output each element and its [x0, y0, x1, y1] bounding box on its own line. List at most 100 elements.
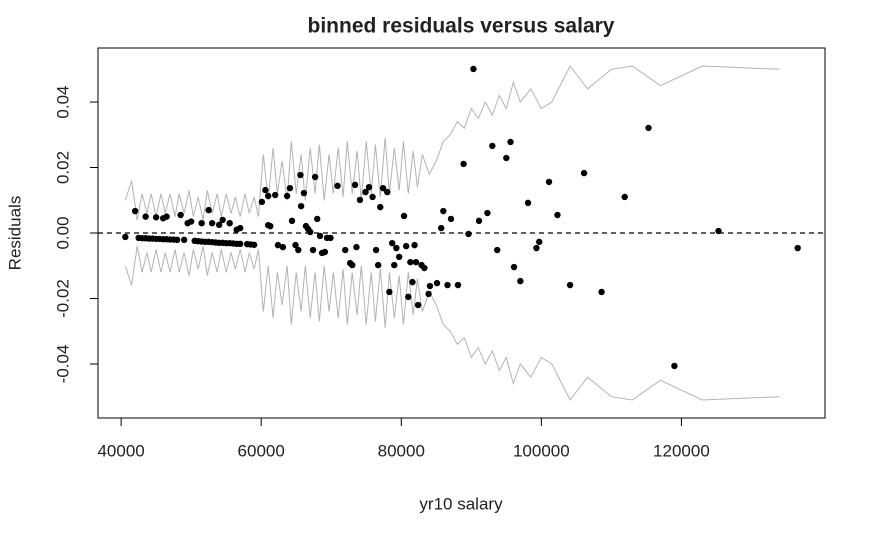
data-point	[173, 236, 181, 244]
data-point	[507, 138, 514, 146]
data-point	[414, 301, 422, 309]
data-point	[351, 181, 359, 189]
data-point	[362, 188, 369, 196]
data-point	[533, 244, 540, 252]
data-point	[402, 242, 410, 250]
data-point	[314, 215, 321, 223]
data-point	[286, 184, 294, 192]
data-point	[411, 241, 418, 249]
data-point	[465, 230, 472, 238]
data-point	[386, 288, 393, 296]
data-point	[262, 186, 269, 194]
data-point	[271, 191, 279, 199]
y-tick-label: -0.04	[53, 345, 72, 384]
data-point	[180, 236, 188, 244]
data-point	[407, 258, 414, 266]
data-point	[794, 244, 801, 252]
data-point	[258, 198, 266, 206]
data-point	[412, 258, 420, 266]
data-point	[236, 224, 244, 232]
bound-line	[124, 245, 780, 401]
data-point	[279, 243, 287, 251]
data-point	[377, 203, 384, 211]
y-tick-label: 0.02	[53, 151, 72, 184]
x-tick-label: 40000	[97, 441, 144, 460]
data-point	[292, 241, 299, 249]
data-point	[177, 211, 184, 219]
data-point	[494, 246, 501, 254]
data-point	[454, 281, 462, 289]
data-point	[208, 219, 216, 227]
chart-title: binned residuals versus salary	[308, 15, 615, 38]
data-point	[379, 184, 387, 192]
data-point	[321, 248, 329, 256]
data-point	[205, 206, 212, 214]
data-point	[545, 178, 553, 186]
data-point	[267, 222, 274, 230]
data-point	[384, 188, 391, 196]
x-tick-label: 120000	[653, 441, 710, 460]
data-point	[715, 227, 722, 235]
data-point	[297, 202, 305, 210]
data-point	[517, 277, 524, 285]
data-point	[236, 240, 244, 248]
data-point	[219, 216, 226, 224]
data-point	[327, 234, 334, 242]
data-point	[295, 246, 302, 254]
data-point	[198, 219, 205, 227]
data-point	[421, 264, 428, 272]
data-point	[645, 124, 652, 132]
y-axis-label: Residuals	[5, 196, 24, 271]
data-point	[426, 282, 434, 290]
data-point	[334, 182, 341, 190]
x-tick-label: 100000	[513, 441, 570, 460]
data-point	[475, 217, 483, 225]
data-point	[274, 241, 282, 249]
x-tick-label: 60000	[238, 441, 285, 460]
data-point	[349, 261, 356, 269]
data-point	[131, 207, 139, 215]
data-point	[460, 160, 467, 168]
data-point	[409, 278, 416, 286]
data-point	[283, 192, 291, 200]
data-point	[489, 142, 496, 150]
data-point	[152, 214, 160, 221]
data-point	[369, 193, 376, 201]
data-point	[671, 362, 678, 370]
data-point	[447, 215, 455, 223]
data-point	[311, 173, 319, 181]
data-point	[437, 224, 445, 232]
data-point	[226, 219, 233, 227]
data-point	[297, 171, 304, 179]
x-tick-label: 80000	[378, 441, 425, 460]
data-point	[163, 213, 170, 220]
data-point	[470, 65, 477, 73]
data-point	[484, 209, 491, 217]
data-point	[309, 246, 317, 254]
y-tick-label: 0.04	[53, 85, 72, 118]
data-point	[353, 243, 360, 251]
data-point	[388, 239, 396, 247]
bound-line	[124, 65, 780, 221]
data-point	[365, 183, 373, 191]
data-point	[444, 281, 451, 289]
data-point	[510, 263, 518, 271]
data-point	[122, 233, 129, 241]
data-point	[395, 253, 403, 261]
data-point	[142, 213, 149, 220]
data-point	[288, 217, 296, 225]
data-point	[250, 241, 258, 248]
x-axis-label: yr10 salary	[419, 494, 503, 513]
data-point	[215, 221, 223, 229]
data-point	[316, 232, 324, 240]
data-point	[187, 218, 195, 225]
data-point	[425, 290, 432, 298]
data-point	[372, 246, 380, 254]
data-point	[342, 246, 349, 254]
data-point	[524, 199, 532, 207]
data-point	[440, 207, 447, 215]
y-tick-label: 0.00	[53, 216, 72, 249]
data-point	[300, 189, 308, 197]
data-point	[536, 238, 543, 246]
